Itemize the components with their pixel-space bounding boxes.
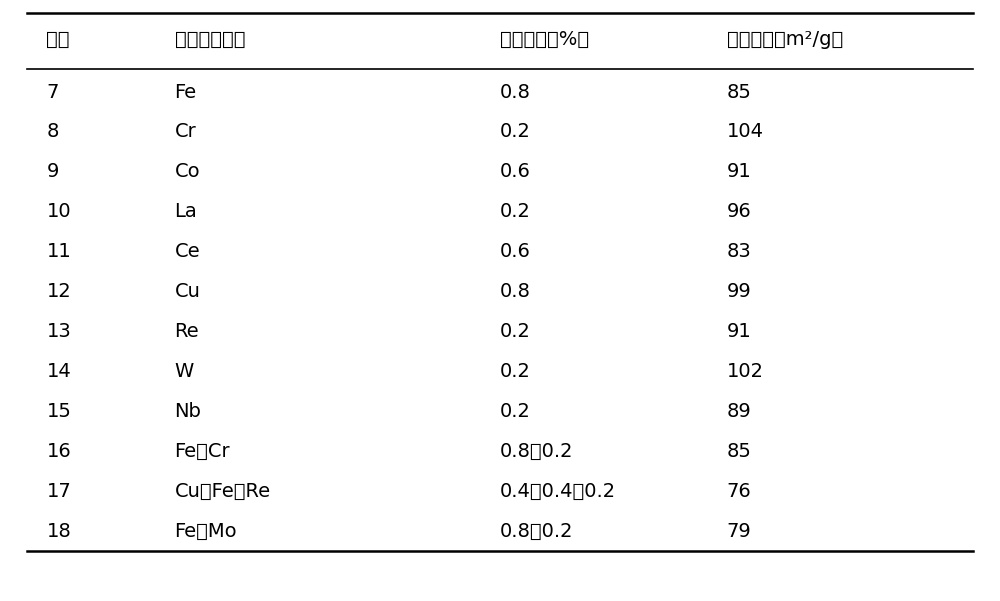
Text: 96: 96 <box>727 203 752 221</box>
Text: 0.2: 0.2 <box>500 402 531 421</box>
Text: Cu、Fe、Re: Cu、Fe、Re <box>175 482 271 501</box>
Text: 修饰金属元素: 修饰金属元素 <box>175 29 245 49</box>
Text: Cu: Cu <box>175 282 200 301</box>
Text: 8: 8 <box>46 123 59 141</box>
Text: 104: 104 <box>727 123 764 141</box>
Text: 9: 9 <box>46 162 59 182</box>
Text: 0.2: 0.2 <box>500 203 531 221</box>
Text: 13: 13 <box>46 322 71 341</box>
Text: 83: 83 <box>727 242 752 261</box>
Text: 0.8、0.2: 0.8、0.2 <box>500 522 574 541</box>
Text: Fe、Cr: Fe、Cr <box>175 442 230 461</box>
Text: 15: 15 <box>46 402 71 421</box>
Text: 0.2: 0.2 <box>500 322 531 341</box>
Text: 10: 10 <box>46 203 71 221</box>
Text: 85: 85 <box>727 82 752 102</box>
Text: 0.6: 0.6 <box>500 162 531 182</box>
Text: 16: 16 <box>46 442 71 461</box>
Text: 102: 102 <box>727 362 764 381</box>
Text: 0.2: 0.2 <box>500 123 531 141</box>
Text: Fe: Fe <box>175 82 197 102</box>
Text: 比表面积（m²/g）: 比表面积（m²/g） <box>727 29 843 49</box>
Text: La: La <box>175 203 197 221</box>
Text: 7: 7 <box>46 82 59 102</box>
Text: 11: 11 <box>46 242 71 261</box>
Text: 0.6: 0.6 <box>500 242 531 261</box>
Text: 0.8、0.2: 0.8、0.2 <box>500 442 574 461</box>
Text: 17: 17 <box>46 482 71 501</box>
Text: 76: 76 <box>727 482 752 501</box>
Text: 0.2: 0.2 <box>500 362 531 381</box>
Text: 79: 79 <box>727 522 752 541</box>
Text: Re: Re <box>175 322 199 341</box>
Text: 91: 91 <box>727 162 752 182</box>
Text: 99: 99 <box>727 282 752 301</box>
Text: 14: 14 <box>46 362 71 381</box>
Text: Nb: Nb <box>175 402 201 421</box>
Text: 0.4、0.4、0.2: 0.4、0.4、0.2 <box>500 482 616 501</box>
Text: 85: 85 <box>727 442 752 461</box>
Text: 18: 18 <box>46 522 71 541</box>
Text: Co: Co <box>175 162 200 182</box>
Text: 12: 12 <box>46 282 71 301</box>
Text: Cr: Cr <box>175 123 196 141</box>
Text: W: W <box>175 362 194 381</box>
Text: 0.8: 0.8 <box>500 82 531 102</box>
Text: 原子占比（%）: 原子占比（%） <box>500 29 589 49</box>
Text: 89: 89 <box>727 402 752 421</box>
Text: Fe、Mo: Fe、Mo <box>175 522 237 541</box>
Text: Ce: Ce <box>175 242 200 261</box>
Text: 0.8: 0.8 <box>500 282 531 301</box>
Text: 序号: 序号 <box>46 29 70 49</box>
Text: 91: 91 <box>727 322 752 341</box>
